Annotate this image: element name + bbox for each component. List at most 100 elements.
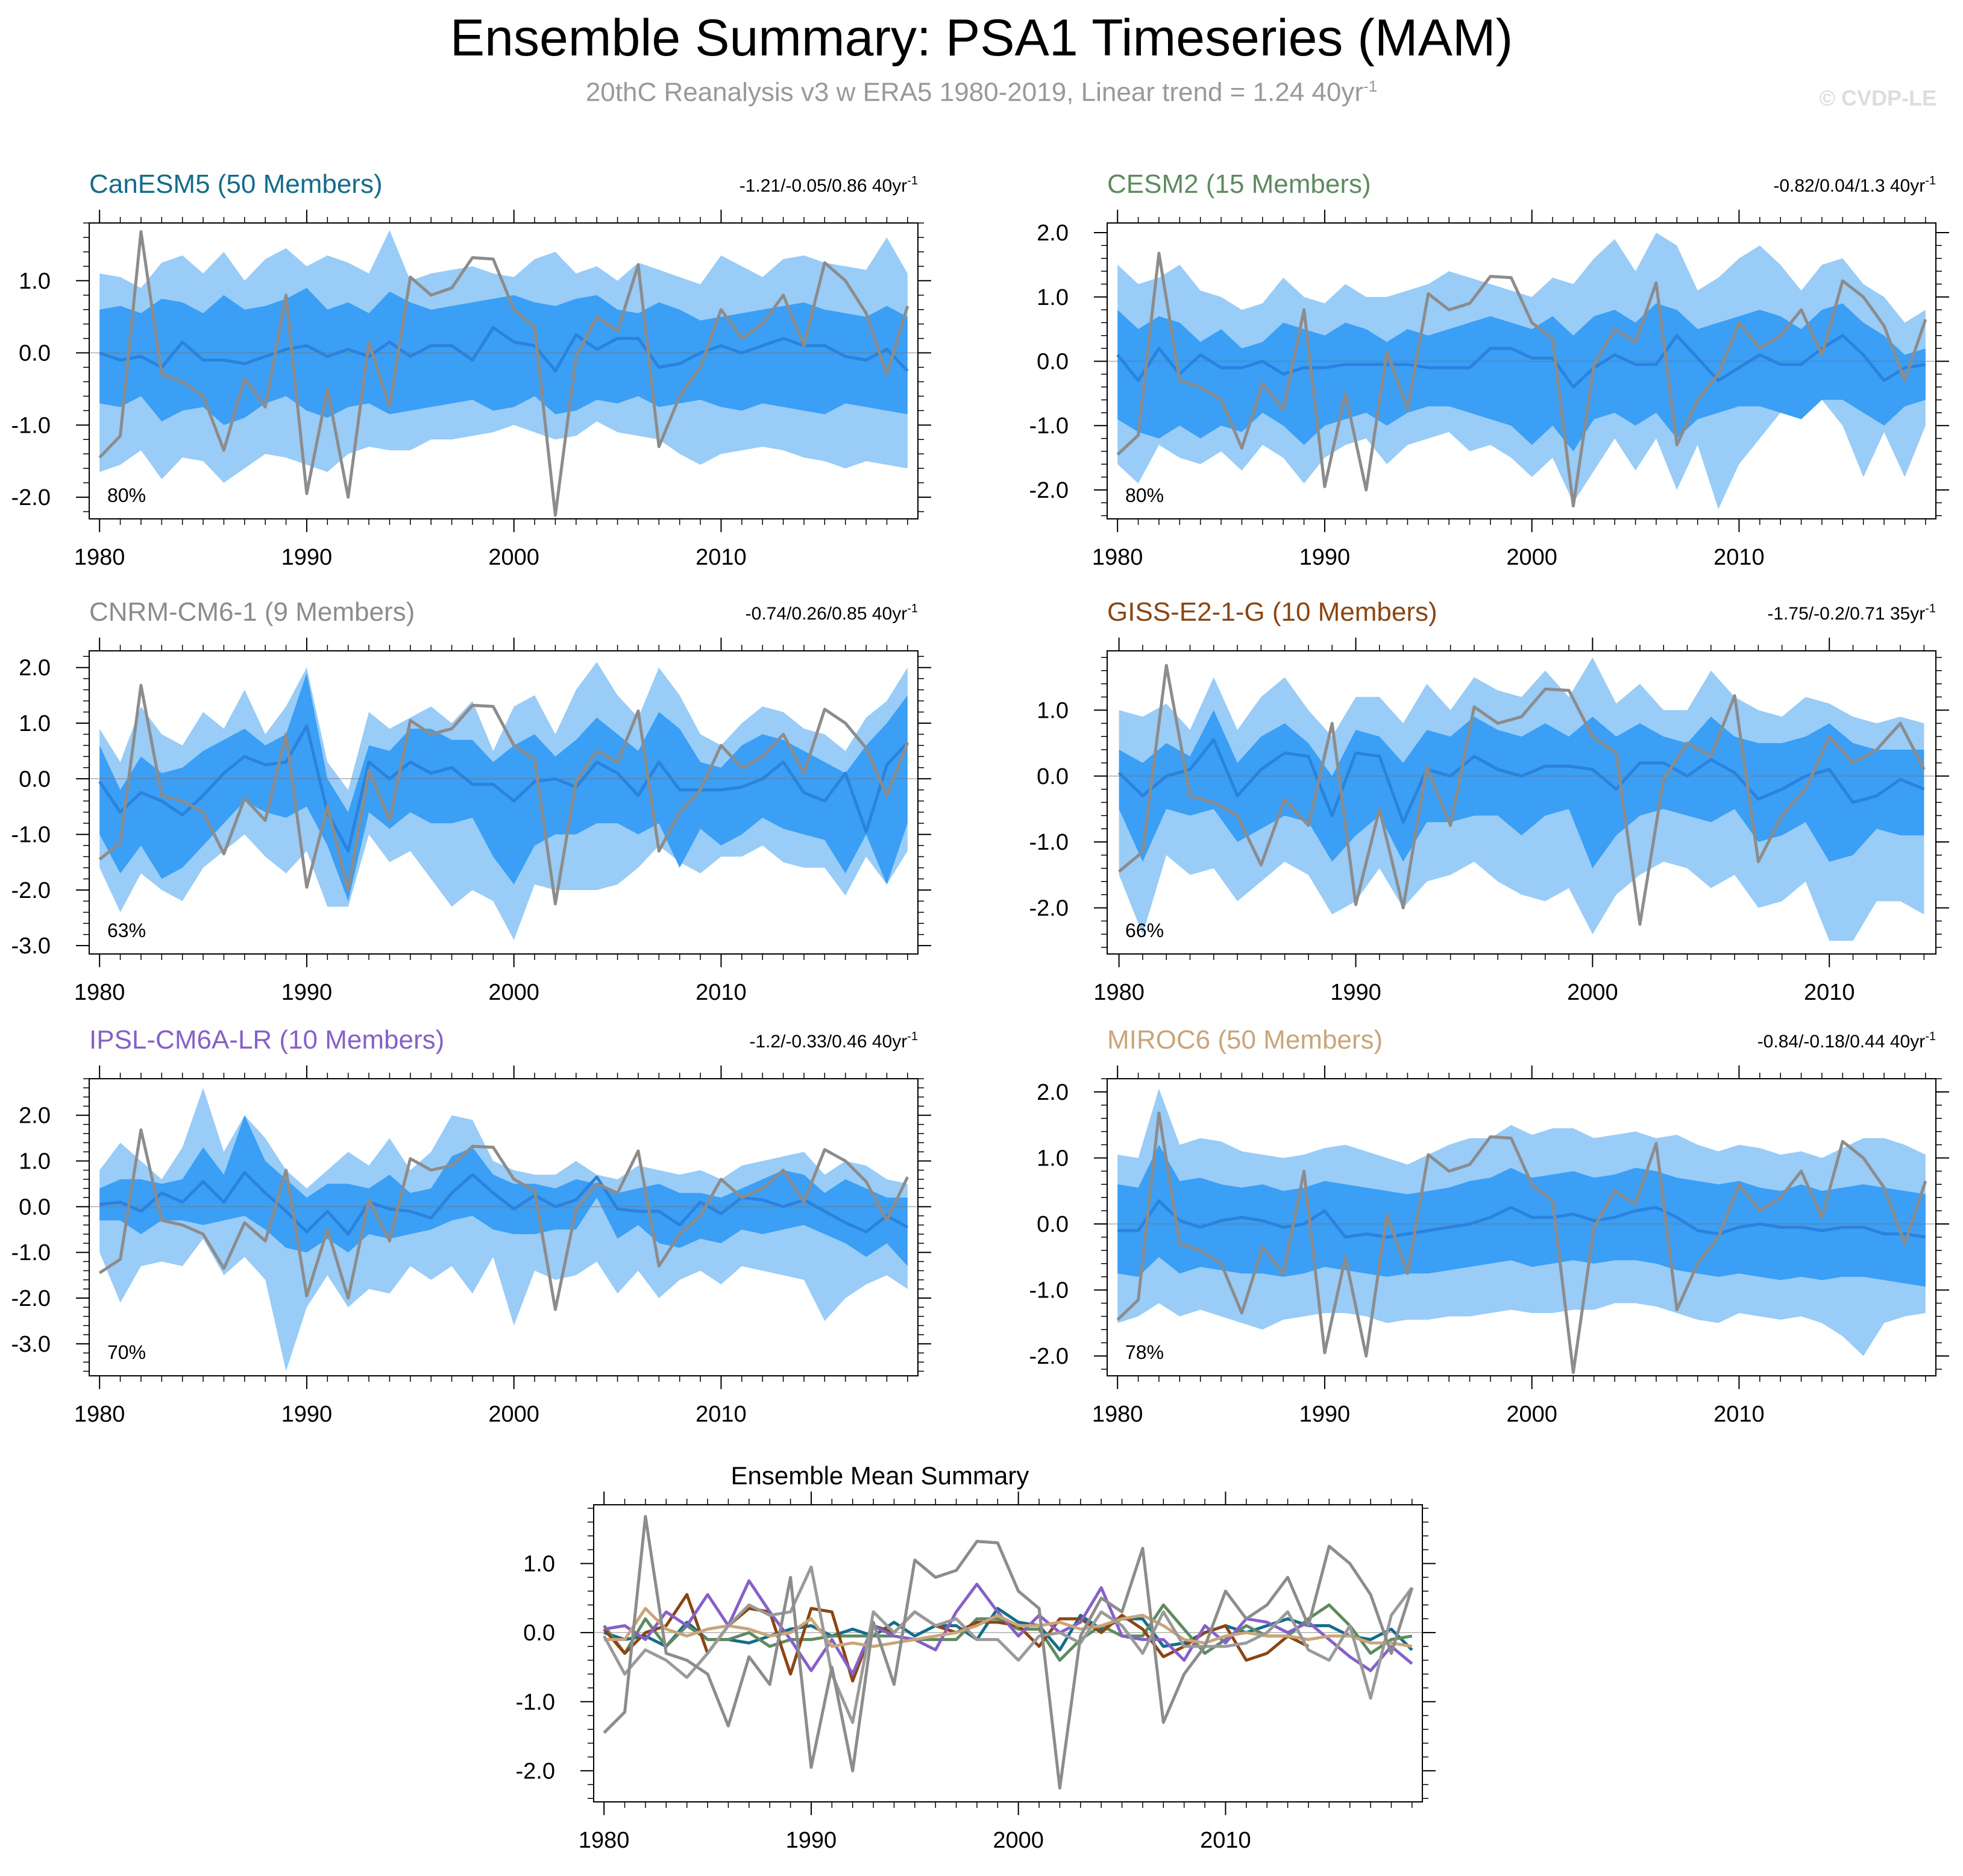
y-tick-label: -2.0: [516, 1758, 555, 1784]
x-tick-label: 2010: [1713, 1402, 1765, 1427]
y-tick-label: -1.0: [11, 413, 51, 438]
x-tick-label: 2010: [696, 1402, 747, 1427]
trend-value: -1.2/-0.33/0.46 40yr: [749, 1032, 907, 1052]
y-tick-label: -2.0: [11, 878, 51, 903]
trend-label: -0.74/0.26/0.85 40yr-1: [746, 602, 918, 624]
y-tick-label: 2.0: [1037, 1080, 1069, 1105]
y-tick-label: 0.0: [1037, 349, 1069, 374]
ensemble-mean-line: [99, 326, 909, 372]
trend-value: -1.75/-0.2/0.71 35yr: [1767, 604, 1925, 624]
y-tick-label: 1.0: [19, 711, 51, 736]
ensemble-mean-line: [1117, 738, 1925, 824]
trend-superscript: -1: [907, 602, 918, 615]
x-tick-label: 1990: [1330, 980, 1381, 1005]
plot-area: [1107, 657, 1936, 941]
inner-range-band: [1117, 303, 1926, 451]
ensemble-mean-line: [99, 1171, 909, 1236]
trend-superscript: -1: [907, 174, 918, 187]
plot-area: [594, 1515, 1422, 1790]
y-tick-label: -1.0: [11, 823, 51, 848]
x-tick-label: 1980: [579, 1828, 630, 1853]
y-tick-label: -2.0: [1029, 478, 1069, 503]
panel-title: MIROC6 (50 Members): [1107, 1025, 1383, 1055]
series-line-ipsl-cm6a-lr: [603, 1579, 1413, 1676]
x-tick-label: 1990: [1299, 1402, 1351, 1427]
y-tick-label: -2.0: [11, 1286, 51, 1311]
y-tick-label: 0.0: [1037, 1212, 1069, 1237]
y-tick-label: -1.0: [1029, 413, 1069, 439]
y-tick-label: -1.0: [1029, 1278, 1069, 1303]
percent-label: 78%: [1125, 1341, 1164, 1363]
trend-superscript: -1: [1925, 602, 1936, 615]
trend-value: -0.74/0.26/0.85 40yr: [746, 604, 908, 624]
plot-area: [89, 1088, 918, 1372]
y-tick-label: 1.0: [1037, 1146, 1069, 1171]
panel-giss: GISS-E2-1-G (10 Members) -1.75/-0.2/0.71 …: [1029, 597, 1949, 1005]
x-tick-label: 2000: [1506, 1402, 1557, 1427]
observations-line: [98, 683, 909, 906]
y-tick-label: 1.0: [1037, 285, 1069, 310]
percent-label: 66%: [1125, 920, 1164, 941]
x-tick-label: 2010: [1804, 980, 1855, 1005]
panel-title: CESM2 (15 Members): [1107, 169, 1371, 199]
x-tick-label: 1980: [1093, 980, 1145, 1005]
inner-range-band: [1117, 1144, 1926, 1287]
trend-value: -1.21/-0.05/0.86 40yr: [740, 176, 908, 196]
y-tick-label: -3.0: [11, 1332, 51, 1357]
panel-title: IPSL-CM6A-LR (10 Members): [89, 1025, 444, 1055]
x-tick-label: 2000: [488, 1402, 539, 1427]
observations-line: [1116, 1111, 1927, 1374]
observations-line: [1117, 664, 1926, 926]
trend-value: -0.84/-0.18/0.44 40yr: [1757, 1032, 1926, 1052]
series-line-cnrm-cm6-1: [603, 1565, 1413, 1724]
plot-frame: [593, 1504, 1423, 1802]
panel-cnrm: CNRM-CM6-1 (9 Members) -0.74/0.26/0.85 40…: [11, 597, 931, 1005]
ensemble-mean-line: [1117, 1199, 1926, 1239]
panel-ensemble_mean: Ensemble Mean Summary 1980 1990 2000 2010 -2.…: [516, 1461, 1436, 1853]
x-tick-label: 1990: [281, 980, 333, 1005]
panel-cesm2: CESM2 (15 Members) -0.82/0.04/1.3 40yr-1 8…: [1029, 169, 1949, 570]
y-tick-label: 1.0: [19, 269, 51, 294]
inner-range-band: [99, 287, 908, 425]
x-tick-label: 2000: [488, 545, 539, 570]
y-tick-label: 0.0: [523, 1620, 555, 1646]
copyright-notice: © CVDP-LE: [1819, 86, 1936, 110]
plot-frame: [1107, 1078, 1936, 1376]
plot-area: [1107, 1088, 1936, 1374]
panel-title: CNRM-CM6-1 (9 Members): [89, 597, 415, 627]
percent-label: 70%: [107, 1341, 146, 1363]
y-tick-label: -1.0: [1029, 830, 1069, 855]
x-tick-label: 1990: [281, 545, 333, 570]
trend-label: -0.82/0.04/1.3 40yr-1: [1773, 174, 1936, 196]
panel-title: CanESM5 (50 Members): [89, 169, 383, 199]
x-tick-label: 1990: [281, 1402, 333, 1427]
percent-label: 80%: [1125, 485, 1164, 506]
trend-superscript: -1: [1925, 174, 1936, 187]
y-tick-label: 0.0: [19, 1194, 51, 1220]
subtitle-text: 20thC Reanalysis v3 w ERA5 1980-2019, Li…: [585, 77, 1364, 107]
panel-ipsl: IPSL-CM6A-LR (10 Members) -1.2/-0.33/0.46…: [11, 1025, 931, 1427]
series-line-miroc6: [604, 1607, 1413, 1648]
y-tick-label: 0.0: [19, 767, 51, 792]
panel-title: GISS-E2-1-G (10 Members): [1107, 597, 1437, 627]
y-tick-label: 2.0: [19, 656, 51, 681]
trend-superscript: -1: [1925, 1030, 1936, 1043]
plot-area: [1107, 233, 1936, 509]
y-tick-label: -1.0: [516, 1690, 555, 1715]
x-tick-label: 2000: [1567, 980, 1618, 1005]
series-line-observations: [603, 1515, 1414, 1790]
figure-title: Ensemble Summary: PSA1 Timeseries (MAM): [450, 9, 1513, 67]
plot-frame: [1107, 222, 1936, 519]
x-tick-label: 1980: [1092, 1402, 1143, 1427]
x-tick-label: 2010: [1713, 545, 1765, 570]
plot-frame: [89, 1078, 919, 1376]
plot-area: [89, 230, 918, 517]
trend-superscript: -1: [907, 1030, 918, 1043]
x-tick-label: 1990: [786, 1828, 837, 1853]
x-tick-label: 2000: [993, 1828, 1044, 1853]
y-tick-label: 1.0: [523, 1551, 555, 1576]
ensemble-mean-line: [1116, 334, 1926, 389]
minor-ticks: [1101, 645, 1942, 960]
y-tick-label: 1.0: [1037, 698, 1069, 723]
